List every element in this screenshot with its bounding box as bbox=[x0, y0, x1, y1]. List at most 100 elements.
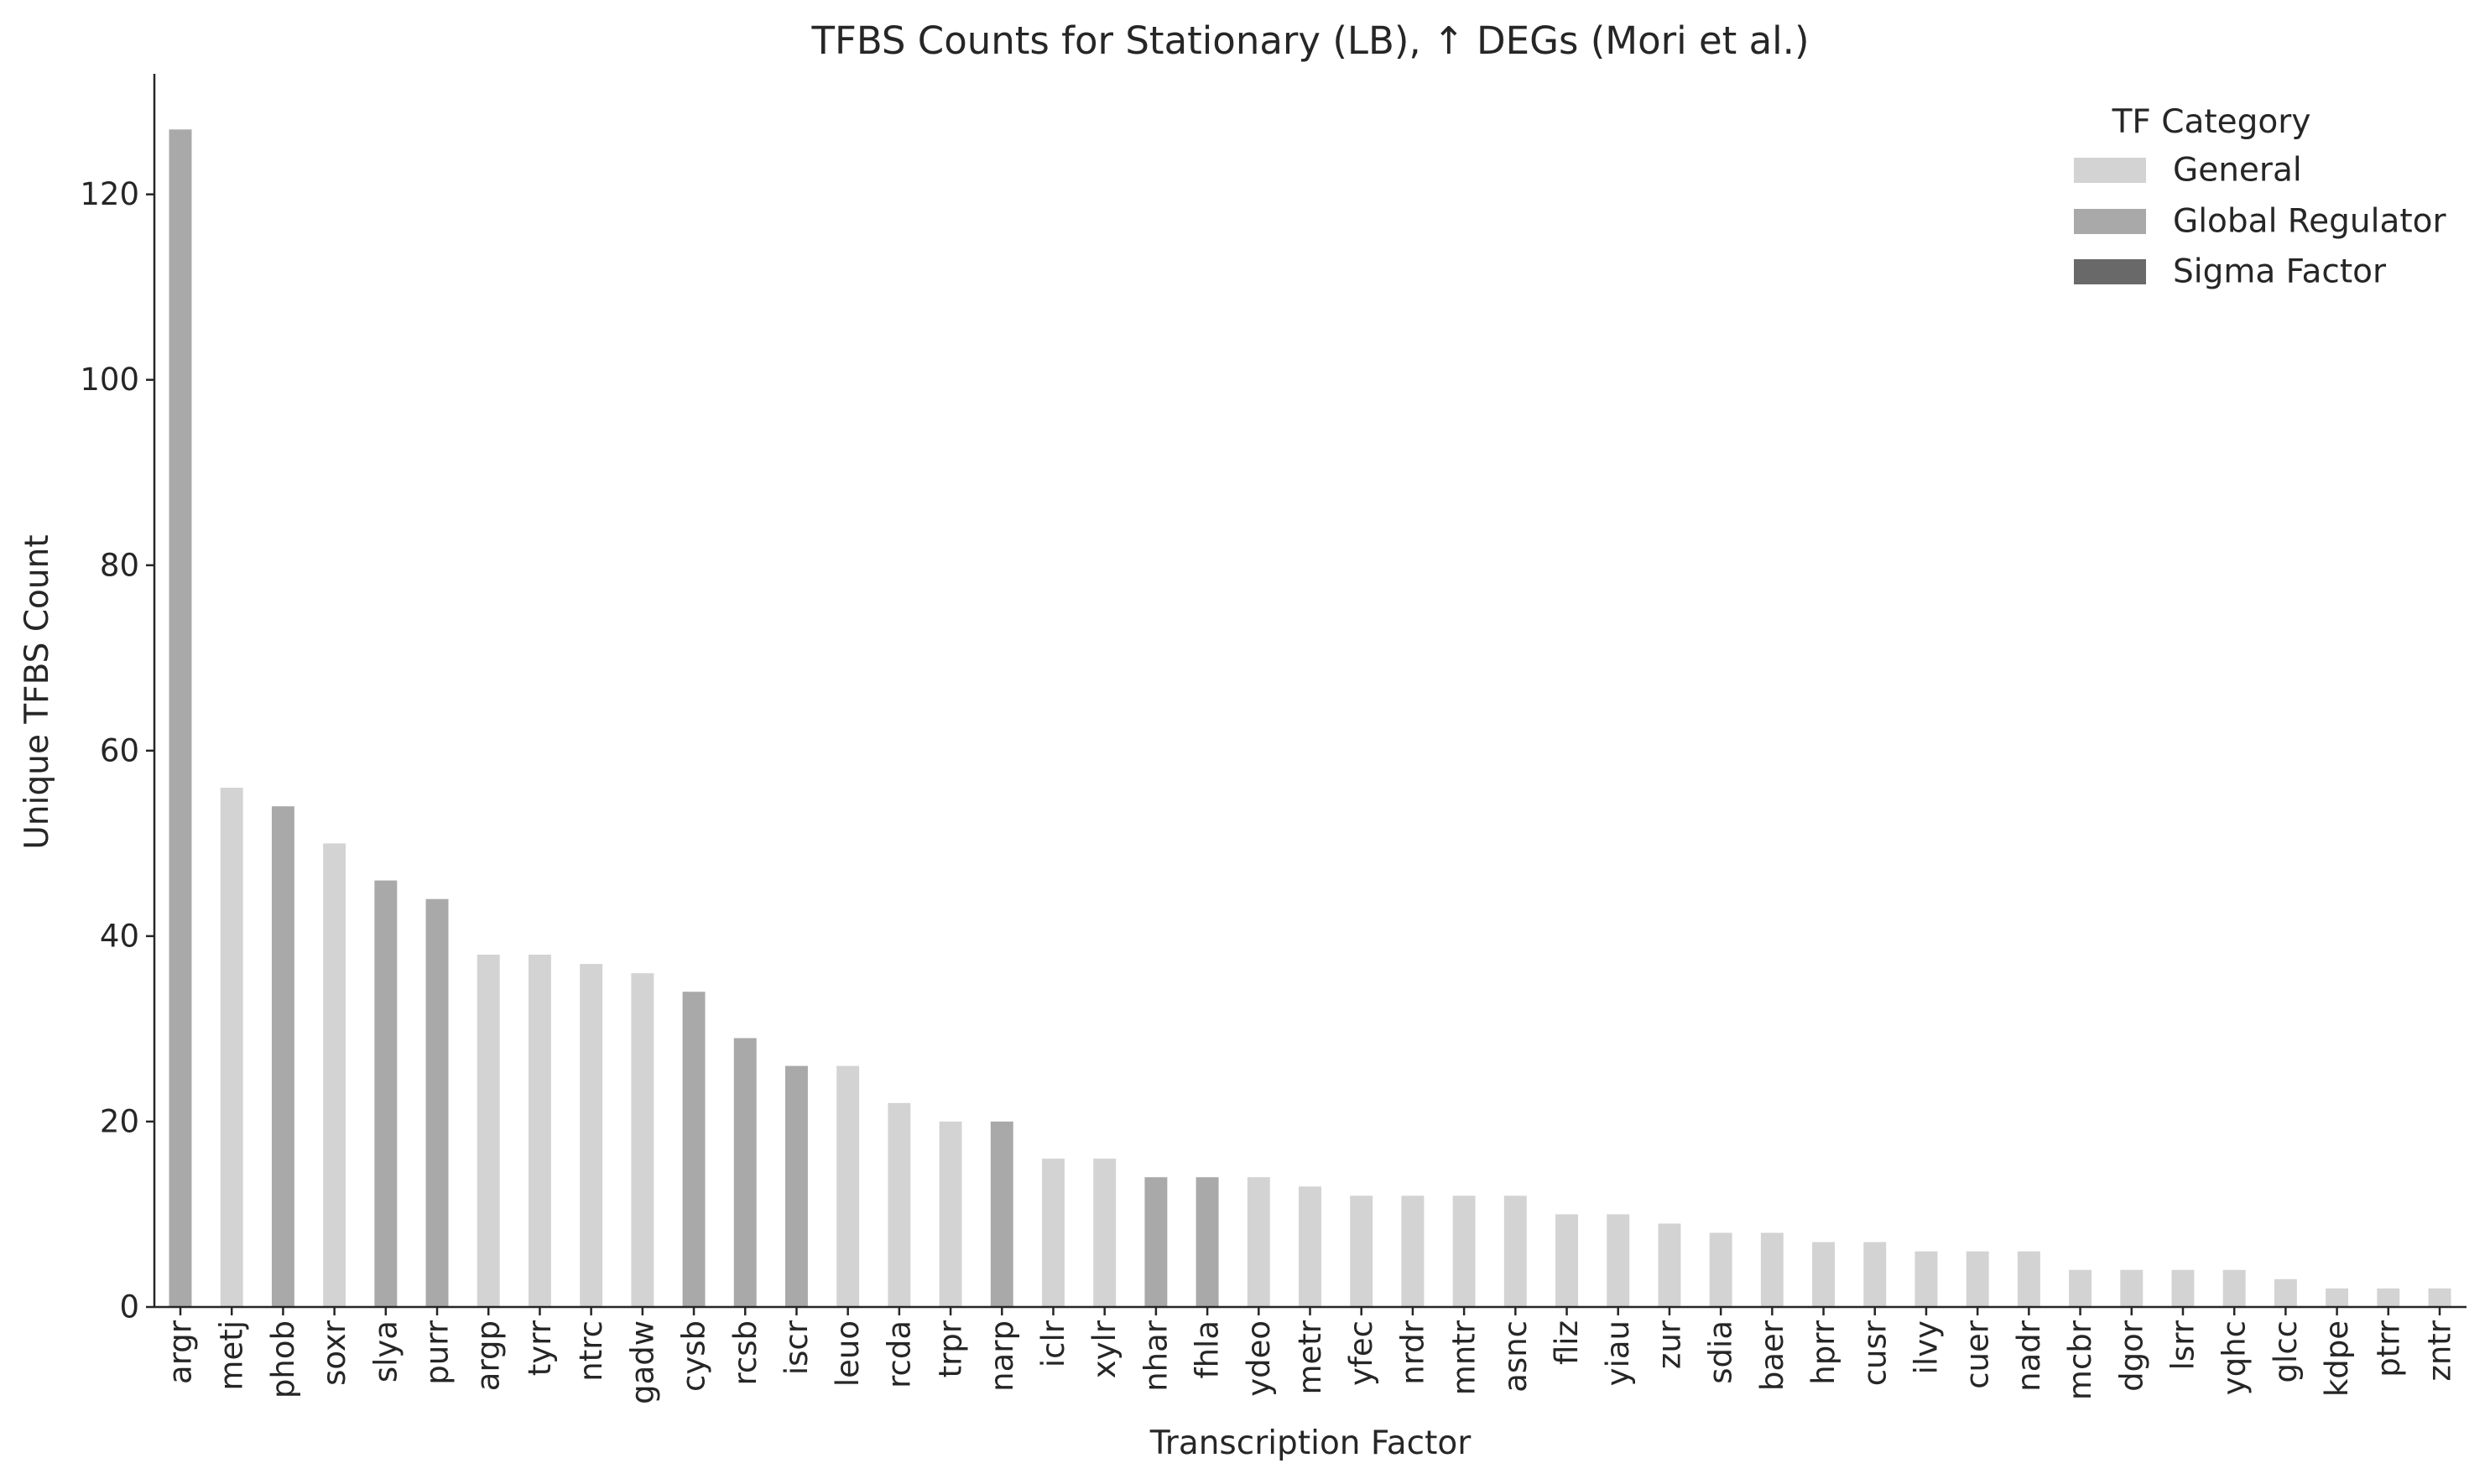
bar-cysb bbox=[682, 992, 706, 1307]
bar-argp bbox=[477, 955, 500, 1307]
x-tick-label: soxr bbox=[316, 1320, 352, 1386]
bar-purr bbox=[425, 898, 449, 1307]
bar-gadw bbox=[631, 973, 654, 1307]
x-tick-label: phob bbox=[265, 1320, 301, 1398]
y-axis-ticks: 0 20 40 60 80 100 120 bbox=[80, 176, 154, 1325]
legend-label: Sigma Factor bbox=[2173, 253, 2387, 291]
bar-slya bbox=[374, 880, 398, 1307]
bar-nhar bbox=[1144, 1177, 1168, 1307]
bar-ntrc bbox=[580, 964, 603, 1307]
bar-metj bbox=[220, 788, 243, 1307]
bar-fliz bbox=[1555, 1214, 1578, 1307]
y-tick-label: 20 bbox=[100, 1103, 139, 1139]
x-tick-label: rcda bbox=[881, 1320, 917, 1388]
bar-glcc bbox=[2274, 1278, 2297, 1307]
x-tick-label: trpr bbox=[933, 1320, 969, 1377]
bar-fhla bbox=[1196, 1177, 1219, 1307]
bar-iclr bbox=[1042, 1159, 1065, 1307]
x-tick-label: iclr bbox=[1035, 1320, 1071, 1367]
y-tick-label: 80 bbox=[100, 547, 139, 583]
x-tick-label: purr bbox=[419, 1320, 456, 1384]
x-tick-label: argr bbox=[163, 1320, 199, 1384]
y-tick-label: 120 bbox=[80, 176, 139, 212]
y-tick-label: 40 bbox=[100, 918, 139, 954]
bar-ilvy bbox=[1914, 1251, 1938, 1307]
x-tick-label: metr bbox=[1292, 1320, 1328, 1394]
x-tick-label: gadw bbox=[624, 1320, 660, 1404]
bars-group bbox=[169, 129, 2451, 1307]
bar-yfec bbox=[1350, 1195, 1373, 1307]
chart-title: TFBS Counts for Stationary (LB), ↑ DEGs … bbox=[810, 18, 1809, 63]
x-tick-label: tyrr bbox=[522, 1320, 558, 1376]
x-tick-label: ntrc bbox=[573, 1320, 609, 1382]
legend-items: General Global Regulator Sigma Factor bbox=[2074, 152, 2447, 291]
bar-argr bbox=[169, 129, 192, 1307]
x-tick-label: cysb bbox=[676, 1320, 712, 1392]
x-tick-label: zntr bbox=[2422, 1320, 2458, 1381]
x-tick-label: hprr bbox=[1805, 1320, 1841, 1384]
legend-label: General bbox=[2173, 152, 2302, 190]
x-tick-label: yfec bbox=[1343, 1320, 1379, 1386]
x-tick-label: sdia bbox=[1703, 1320, 1739, 1384]
bar-leuo bbox=[836, 1065, 860, 1307]
x-axis-ticks: argr metj phob soxr slya purr argp tyrr ntrc gadw… bbox=[163, 1307, 2458, 1404]
x-tick-label: nrdr bbox=[1394, 1320, 1430, 1384]
bar-nrdr bbox=[1401, 1195, 1425, 1307]
x-tick-label: xylr bbox=[1086, 1320, 1123, 1378]
x-tick-label: fliz bbox=[1549, 1320, 1585, 1365]
legend-swatch bbox=[2074, 158, 2146, 183]
x-tick-label: nhar bbox=[1138, 1320, 1174, 1392]
bar-cusr bbox=[1863, 1242, 1887, 1307]
x-tick-label: yiau bbox=[1600, 1320, 1636, 1386]
bar-sdia bbox=[1709, 1232, 1732, 1307]
x-tick-label: baer bbox=[1754, 1320, 1790, 1391]
x-tick-label: nadr bbox=[2011, 1320, 2047, 1392]
bar-rcda bbox=[888, 1102, 911, 1307]
bar-yqhc bbox=[2222, 1269, 2246, 1307]
bar-zntr bbox=[2428, 1288, 2451, 1307]
bar-mcbr bbox=[2069, 1269, 2092, 1307]
y-tick-label: 100 bbox=[80, 362, 139, 398]
legend-label: Global Regulator bbox=[2173, 203, 2447, 241]
bar-iscr bbox=[784, 1065, 808, 1307]
x-tick-label: zur bbox=[1651, 1320, 1687, 1369]
x-tick-label: leuo bbox=[830, 1320, 866, 1387]
x-tick-label: iscr bbox=[779, 1320, 815, 1375]
x-tick-label: argp bbox=[471, 1320, 507, 1391]
y-axis-title: Unique TFBS Count bbox=[18, 534, 56, 849]
bar-narp bbox=[990, 1121, 1013, 1307]
legend: TF Category General Global Regulator Sigma… bbox=[2074, 103, 2447, 291]
x-tick-label: ptrr bbox=[2370, 1320, 2406, 1377]
bar-tyrr bbox=[528, 955, 551, 1307]
x-tick-label: fhla bbox=[1190, 1320, 1226, 1378]
bar-kdpe bbox=[2326, 1288, 2349, 1307]
x-tick-label: cuer bbox=[1960, 1320, 1996, 1389]
x-tick-label: rcsb bbox=[727, 1320, 763, 1386]
bar-phob bbox=[271, 806, 294, 1307]
bar-rcsb bbox=[733, 1038, 757, 1307]
bar-hprr bbox=[1812, 1242, 1836, 1307]
x-tick-label: ydeo bbox=[1241, 1320, 1277, 1397]
x-tick-label: glcc bbox=[2268, 1320, 2304, 1382]
x-tick-label: ilvy bbox=[1908, 1320, 1944, 1374]
bar-zur bbox=[1658, 1223, 1681, 1307]
x-tick-label: kdpe bbox=[2319, 1320, 2355, 1397]
bar-yiau bbox=[1607, 1214, 1630, 1307]
legend-swatch bbox=[2074, 259, 2146, 284]
bar-asnc bbox=[1503, 1195, 1527, 1307]
x-tick-label: mntr bbox=[1446, 1320, 1482, 1395]
bar-ydeo bbox=[1247, 1177, 1270, 1307]
legend-title: TF Category bbox=[2112, 103, 2311, 141]
bar-nadr bbox=[2017, 1251, 2040, 1307]
legend-swatch bbox=[2074, 209, 2146, 234]
bar-ptrr bbox=[2377, 1288, 2400, 1307]
x-tick-label: dgor bbox=[2113, 1320, 2149, 1392]
x-tick-label: yqhc bbox=[2217, 1320, 2253, 1395]
bar-cuer bbox=[1966, 1251, 1989, 1307]
x-tick-label: mcbr bbox=[2062, 1320, 2098, 1400]
bar-mntr bbox=[1452, 1195, 1476, 1307]
y-tick-label: 0 bbox=[119, 1289, 139, 1325]
x-tick-label: metj bbox=[214, 1320, 250, 1391]
x-tick-label: narp bbox=[984, 1320, 1020, 1392]
